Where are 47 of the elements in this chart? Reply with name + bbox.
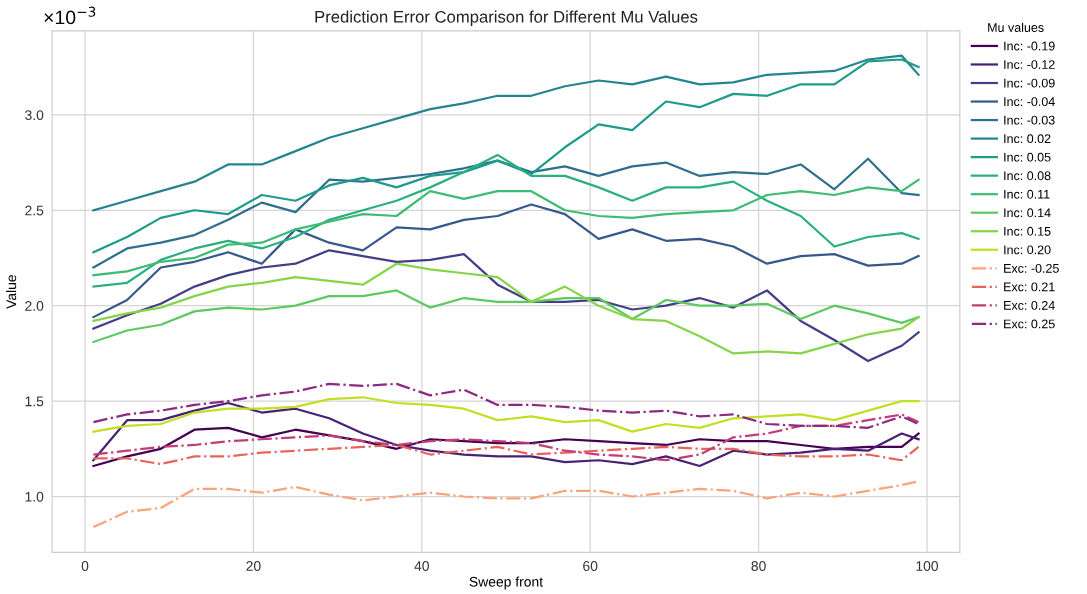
legend-label: Inc: -0.09: [1004, 78, 1055, 88]
line-series: [92, 413, 920, 462]
legend-label: Inc: 0.02: [1004, 134, 1051, 144]
line-series: [92, 54, 920, 212]
x-tick-label: 60: [583, 561, 598, 571]
line-series: [92, 178, 920, 277]
legend-label: Inc: -0.03: [1004, 115, 1055, 125]
legend-title: Mu values: [988, 22, 1044, 32]
legend-label: Inc: 0.11: [1004, 189, 1050, 199]
chart-title: Prediction Error Comparison for Different Mu Values: [315, 10, 698, 27]
legend-label: Inc: 0.14: [1004, 208, 1051, 218]
legend-label: Exc: 0.24: [1004, 300, 1055, 310]
legend-label: Inc: 0.05: [1004, 152, 1051, 162]
line-series: [92, 153, 920, 288]
line-series: [92, 203, 920, 319]
y-axis-title: Value: [6, 275, 17, 309]
legend-label: Inc: -0.19: [1004, 41, 1055, 51]
legend-label: Inc: 0.15: [1004, 226, 1051, 236]
y-tick-label: 2.0: [25, 301, 44, 311]
x-axis-title: Sweep front: [469, 576, 543, 590]
x-tick-label: 0: [81, 561, 89, 571]
legend-label: Inc: 0.08: [1004, 171, 1051, 181]
line-series: [92, 262, 920, 355]
y-tick-label: 3.0: [25, 110, 44, 121]
legend-label: Inc: 0.20: [1004, 245, 1051, 255]
legend-label: Exc: -0.25: [1004, 263, 1059, 273]
y-tick-label: 1.0: [25, 491, 44, 502]
legend-label: Exc: 0.25: [1004, 319, 1055, 329]
line-series: [92, 58, 920, 254]
line-series: [92, 396, 920, 433]
line-series: [92, 426, 920, 468]
y-tick-label: 1.5: [25, 396, 44, 407]
x-tick-label: 40: [414, 561, 429, 571]
line-series: [92, 382, 920, 429]
line-series: [92, 443, 920, 466]
x-tick-label: 20: [246, 561, 261, 571]
legend-label: Inc: -0.04: [1004, 97, 1055, 107]
x-tick-label: 80: [751, 561, 766, 571]
line-series: [92, 249, 920, 363]
line-series: [92, 401, 920, 468]
legend-label: Exc: 0.21: [1004, 282, 1055, 292]
x-tick-label: 100: [916, 561, 939, 571]
y-tick-label: 2.5: [25, 205, 44, 216]
line-series: [92, 157, 920, 269]
line-series: [92, 289, 920, 344]
text: ×10$^{−3}$: [44, 6, 96, 25]
legend-label: Inc: -0.12: [1004, 60, 1055, 69]
